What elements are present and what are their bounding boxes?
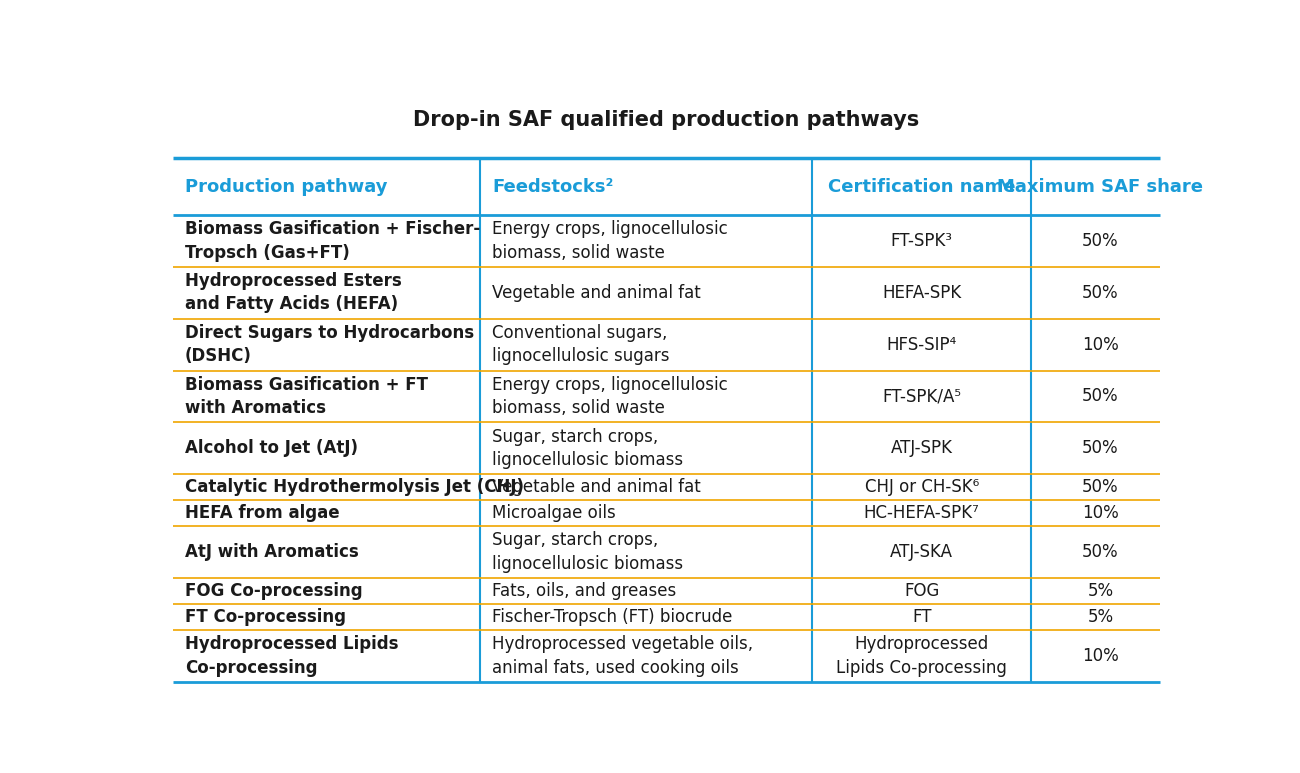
Text: Alcohol to Jet (AtJ): Alcohol to Jet (AtJ) [185, 439, 358, 458]
Text: Hydroprocessed vegetable oils,
animal fats, used cooking oils: Hydroprocessed vegetable oils, animal fa… [491, 635, 753, 677]
Text: FT-SPK³: FT-SPK³ [891, 232, 953, 250]
Text: HEFA-SPK: HEFA-SPK [881, 284, 961, 301]
Text: Microalgae oils: Microalgae oils [491, 504, 616, 523]
Text: Biomass Gasification + Fischer-
Tropsch (Gas+FT): Biomass Gasification + Fischer- Tropsch … [185, 220, 480, 261]
Text: AtJ with Aromatics: AtJ with Aromatics [185, 543, 359, 561]
Text: Fats, oils, and greases: Fats, oils, and greases [491, 582, 676, 600]
Text: ATJ-SKA: ATJ-SKA [891, 543, 953, 561]
Text: Catalytic Hydrothermolysis Jet (CHJ): Catalytic Hydrothermolysis Jet (CHJ) [185, 478, 524, 496]
Text: Feedstocks²: Feedstocks² [491, 178, 614, 196]
Text: Energy crops, lignocellulosic
biomass, solid waste: Energy crops, lignocellulosic biomass, s… [491, 376, 728, 417]
Text: Hydroprocessed
Lipids Co-processing: Hydroprocessed Lipids Co-processing [836, 635, 1008, 677]
Text: 5%: 5% [1087, 582, 1114, 600]
Text: Vegetable and animal fat: Vegetable and animal fat [491, 478, 701, 496]
Text: Fischer-Tropsch (FT) biocrude: Fischer-Tropsch (FT) biocrude [491, 608, 732, 626]
Text: Maximum SAF share: Maximum SAF share [997, 178, 1204, 196]
Text: 50%: 50% [1082, 439, 1119, 458]
Text: 50%: 50% [1082, 543, 1119, 561]
Text: Drop-in SAF qualified production pathways: Drop-in SAF qualified production pathway… [413, 110, 919, 130]
Text: HFS-SIP⁴: HFS-SIP⁴ [887, 335, 957, 353]
Text: 50%: 50% [1082, 232, 1119, 250]
Text: HEFA from algae: HEFA from algae [185, 504, 339, 523]
Text: Conventional sugars,
lignocellulosic sugars: Conventional sugars, lignocellulosic sug… [491, 324, 670, 366]
Text: ATJ-SPK: ATJ-SPK [891, 439, 953, 458]
Text: HC-HEFA-SPK⁷: HC-HEFA-SPK⁷ [863, 504, 979, 523]
Text: Energy crops, lignocellulosic
biomass, solid waste: Energy crops, lignocellulosic biomass, s… [491, 220, 728, 261]
Text: 10%: 10% [1082, 647, 1119, 665]
Text: 50%: 50% [1082, 478, 1119, 496]
Text: 10%: 10% [1082, 335, 1119, 353]
Text: FT Co-processing: FT Co-processing [185, 608, 346, 626]
Text: Sugar, starch crops,
lignocellulosic biomass: Sugar, starch crops, lignocellulosic bio… [491, 531, 682, 573]
Text: Hydroprocessed Esters
and Fatty Acids (HEFA): Hydroprocessed Esters and Fatty Acids (H… [185, 272, 402, 313]
Text: 5%: 5% [1087, 608, 1114, 626]
Text: Production pathway: Production pathway [185, 178, 387, 196]
Text: FT-SPK/A⁵: FT-SPK/A⁵ [883, 387, 961, 406]
Text: Direct Sugars to Hydrocarbons
(DSHC): Direct Sugars to Hydrocarbons (DSHC) [185, 324, 473, 366]
Text: Certification name: Certification name [828, 178, 1015, 196]
Text: FT: FT [911, 608, 931, 626]
Text: 50%: 50% [1082, 387, 1119, 406]
Text: Hydroprocessed Lipids
Co-processing: Hydroprocessed Lipids Co-processing [185, 635, 398, 677]
Text: FOG: FOG [903, 582, 940, 600]
Text: Vegetable and animal fat: Vegetable and animal fat [491, 284, 701, 301]
Text: FOG Co-processing: FOG Co-processing [185, 582, 363, 600]
Text: 50%: 50% [1082, 284, 1119, 301]
Text: CHJ or CH-SK⁶: CHJ or CH-SK⁶ [864, 478, 979, 496]
Text: 10%: 10% [1082, 504, 1119, 523]
Text: Sugar, starch crops,
lignocellulosic biomass: Sugar, starch crops, lignocellulosic bio… [491, 427, 682, 469]
Text: Biomass Gasification + FT
with Aromatics: Biomass Gasification + FT with Aromatics [185, 376, 428, 417]
